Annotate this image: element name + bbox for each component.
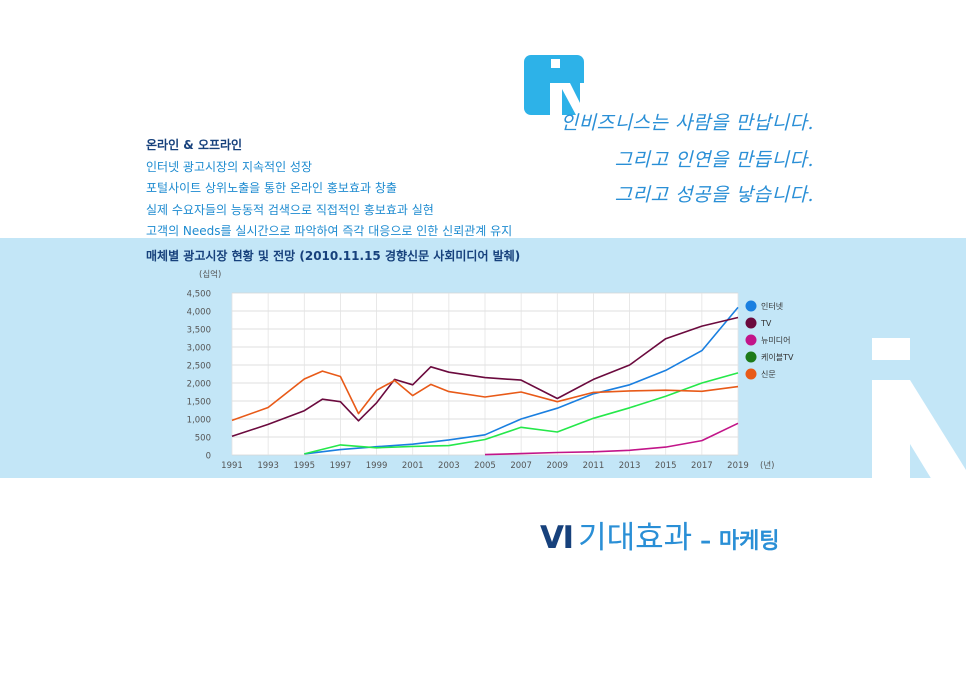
bullet-list: 온라인 & 오프라인 인터넷 광고시장의 지속적인 성장 포털사이트 상위노출을… (146, 135, 512, 243)
x-tick-label: 1995 (293, 461, 315, 471)
series-line (231, 316, 739, 438)
legend-swatch (745, 300, 757, 312)
x-tick-label: 2011 (583, 461, 605, 471)
y-tick-label: 1,000 (187, 416, 211, 426)
x-tick-label: 2017 (691, 461, 713, 471)
x-tick-label: 2009 (546, 461, 568, 471)
section-title: Ⅵ 기대효과 – 마케팅 (540, 512, 780, 557)
section-subtitle: – 마케팅 (700, 529, 780, 554)
bullet-heading: 온라인 & 오프라인 (146, 138, 243, 152)
legend-label: 신문 (761, 370, 776, 379)
in-logo-icon (524, 55, 584, 115)
slogan-line-3: 그리고 성공을 낳습니다. (614, 184, 814, 206)
in-watermark-icon (872, 338, 966, 480)
slogan-line-1: 인비즈니스는 사람을 만납니다. (560, 112, 814, 134)
y-tick-label: 2,000 (187, 380, 211, 390)
series-line (304, 372, 739, 455)
bullet-item: 고객의 Needs를 실시간으로 파악하여 즉각 대응으로 인한 신뢰관계 유지 (146, 224, 513, 238)
legend-label: 케이블TV (761, 352, 794, 362)
legend-swatch (745, 368, 757, 380)
section-number: Ⅵ (540, 520, 575, 556)
x-tick-label: 2007 (510, 461, 532, 471)
y-tick-label: 0 (206, 452, 211, 462)
bullet-item: 인터넷 광고시장의 지속적인 성장 (146, 159, 313, 174)
x-tick-label: 2015 (655, 461, 677, 471)
legend-swatch (745, 334, 757, 346)
y-tick-label: 1,500 (187, 398, 211, 408)
y-tick-label: 4,000 (187, 308, 211, 318)
x-tick-label: 1997 (330, 461, 352, 471)
y-tick-label: 3,000 (187, 344, 211, 354)
bullet-item: 포털사이트 상위노출을 통한 온라인 홍보효과 창출 (146, 181, 397, 195)
x-tick-label: 1993 (257, 461, 279, 471)
y-tick-label: 3,500 (187, 326, 211, 336)
legend-swatch (745, 317, 757, 329)
x-tick-label: 2013 (619, 461, 641, 471)
chart-title: 매체별 광고시장 현황 및 전망 (2010.11.15 경향신문 사회미디어 … (146, 249, 521, 263)
y-tick-label: 2,500 (187, 362, 211, 372)
y-unit-label: (십억) (199, 269, 221, 280)
legend-swatch (745, 351, 757, 363)
legend-label: 인터넷 (761, 301, 783, 311)
legend-label: TV (760, 319, 772, 328)
slogan-line-2: 그리고 인연을 만듭니다. (614, 149, 814, 171)
y-tick-label: 500 (195, 434, 211, 444)
series-line (304, 306, 739, 455)
x-tick-label: 2005 (474, 461, 496, 471)
series-line (484, 422, 739, 456)
x-tick-label: 2019 (727, 461, 749, 471)
x-tick-label: 1999 (366, 461, 388, 471)
bullet-item: 실제 수요자들의 능동적 검색으로 직접적인 홍보효과 실현 (146, 202, 434, 217)
y-tick-label: 4,500 (187, 290, 211, 300)
section-heading: 기대효과 (578, 520, 693, 556)
x-tick-label: 1991 (221, 461, 243, 471)
legend-label: 뉴미디어 (761, 335, 790, 345)
series-line (231, 370, 739, 422)
x-tick-label: 2001 (402, 461, 424, 471)
x-tick-label: 2003 (438, 461, 460, 471)
x-unit-label: (년) (760, 460, 774, 471)
line-chart: 0 500 1,000 1,500 2,000 2,500 3,000 3,500 4,000 4… (187, 269, 794, 471)
